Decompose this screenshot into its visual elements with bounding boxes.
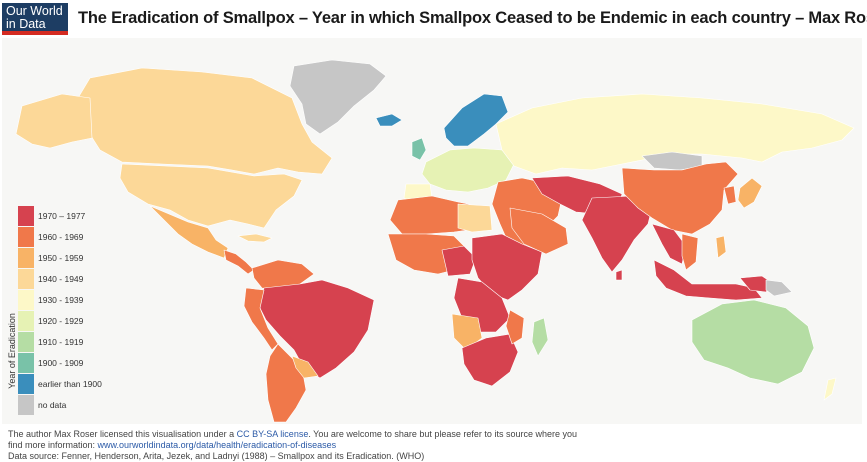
region-papua-no-data[interactable] [765,279,793,297]
legend-item[interactable]: 1930 - 1939 [18,290,122,310]
region-scandinavia[interactable] [443,93,509,147]
region-nigeria[interactable] [441,245,477,277]
region-peru-chile[interactable] [243,287,279,351]
legend-label: 1910 - 1919 [38,337,84,347]
world-map-svg [15,59,855,423]
legend-swatch [18,332,34,352]
logo-line-2: in Data [6,17,46,31]
legend-label: 1920 - 1929 [38,316,84,326]
region-mozambique[interactable] [505,309,525,345]
region-greenland[interactable] [289,59,387,135]
region-madagascar[interactable] [531,317,549,357]
region-indonesia[interactable] [653,259,763,301]
region-mexico[interactable] [149,205,229,259]
legend-swatch [18,206,34,226]
region-united-states[interactable] [119,163,303,229]
legend-item[interactable]: 1910 - 1919 [18,332,122,352]
region-southeast-asia[interactable] [651,223,687,265]
region-caribbean[interactable] [237,233,273,243]
our-world-in-data-logo[interactable]: Our World in Data [2,3,68,35]
legend-item[interactable]: 1950 - 1959 [18,248,122,268]
legend-label: no data [38,400,67,410]
region-sri-lanka[interactable] [615,269,623,281]
legend-swatch [18,311,34,331]
region-china[interactable] [621,161,739,235]
legend-swatch [18,290,34,310]
region-australia[interactable] [691,299,815,385]
legend-swatch [18,248,34,268]
region-europe[interactable] [421,147,515,193]
legend-swatch [18,374,34,394]
source-link[interactable]: www.ourworldindata.org/data/health/eradi… [97,440,337,450]
region-brazil[interactable] [257,279,375,379]
legend-item[interactable]: 1900 - 1909 [18,353,122,373]
logo-accent-bar [2,31,68,35]
legend-item[interactable]: 1960 - 1969 [18,227,122,247]
legend-label: 1950 - 1959 [38,253,84,263]
legend-item[interactable]: no data [18,395,122,415]
legend-swatch [18,269,34,289]
region-libya[interactable] [457,203,493,233]
legend-swatch [18,353,34,373]
legend-label: 1900 - 1909 [38,358,84,368]
legend-label: 1940 - 1949 [38,274,84,284]
region-russia[interactable] [495,93,855,175]
legend-label: 1960 - 1969 [38,232,84,242]
region-new-zealand[interactable] [823,377,837,401]
region-iceland[interactable] [375,113,403,127]
region-korea[interactable] [723,185,737,205]
legend-item[interactable]: 1920 - 1929 [18,311,122,331]
legend-swatch [18,395,34,415]
legend-label: earlier than 1900 [38,379,102,389]
region-paraguay[interactable] [291,355,319,379]
footer-text: The author Max Roser licensed this visua… [8,429,237,439]
region-vietnam[interactable] [681,233,699,271]
footer: The author Max Roser licensed this visua… [8,429,858,462]
footer-source-line: find more information: www.ourworldindat… [8,440,858,451]
region-alaska[interactable] [15,93,93,149]
legend-swatch [18,227,34,247]
region-east-africa[interactable] [471,233,543,301]
header: Our World in Data The Eradication of Sma… [0,0,867,38]
map-legend: Year of Eradication 1970 – 1977 1960 - 19… [2,206,122,422]
footer-text: . You are welcome to share but please re… [308,429,577,439]
region-united-kingdom[interactable] [411,137,427,161]
footer-text: find more information: [8,440,98,450]
region-central-america[interactable] [223,249,255,275]
region-arabia[interactable] [509,207,569,255]
region-philippines[interactable] [715,235,727,259]
license-link[interactable]: CC BY-SA license [236,429,309,439]
footer-license-line: The author Max Roser licensed this visua… [8,429,858,440]
region-southern-africa[interactable] [461,333,519,387]
data-source-line: Data source: Fenner, Henderson, Arita, J… [8,451,425,461]
legend-item[interactable]: 1940 - 1949 [18,269,122,289]
logo-line-1: Our World [6,4,63,18]
legend-axis-label: Year of Eradication [7,313,17,389]
legend-item[interactable]: earlier than 1900 [18,374,122,394]
region-canada[interactable] [71,67,333,175]
region-japan[interactable] [737,177,763,209]
legend-label: 1930 - 1939 [38,295,84,305]
legend-item[interactable]: 1970 – 1977 [18,206,122,226]
world-map [2,38,862,424]
legend-label: 1970 – 1977 [38,211,86,221]
page-title: The Eradication of Smallpox – Year in wh… [78,9,867,27]
